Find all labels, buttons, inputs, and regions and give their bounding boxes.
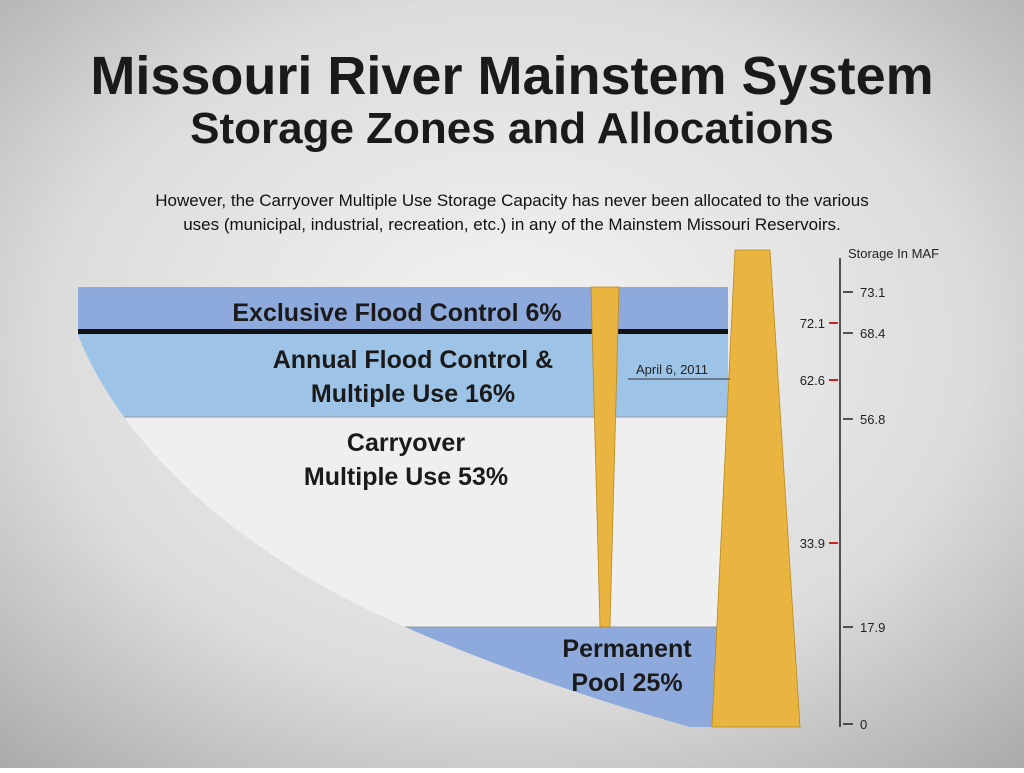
date-label: April 6, 2011 (636, 362, 708, 377)
scale-tick-label: 17.9 (860, 620, 885, 635)
scale-title: Storage In MAF (848, 246, 939, 261)
divider (78, 329, 728, 334)
scale-tick-label: 68.4 (860, 326, 885, 341)
note-line: uses (municipal, industrial, recreation,… (183, 215, 841, 234)
level-label: 62.6 (800, 373, 825, 388)
scale-tick-label: 73.1 (860, 285, 885, 300)
title: Missouri River Mainstem System (90, 46, 933, 106)
zone-label: Carryover (347, 429, 465, 457)
note-line: However, the Carryover Multiple Use Stor… (155, 191, 868, 210)
zone-label: Pool 25% (571, 669, 682, 697)
zone-label: Annual Flood Control & (273, 346, 554, 374)
scale-tick-label: 0 (860, 717, 867, 732)
level-label: 72.1 (800, 316, 825, 331)
level-label: 33.9 (800, 536, 825, 551)
scale-tick-label: 56.8 (860, 412, 885, 427)
current-level-bar (590, 286, 620, 628)
subtitle: Storage Zones and Allocations (190, 104, 834, 153)
zone-label: Permanent (562, 635, 692, 663)
zone-label: Exclusive Flood Control 6% (232, 299, 561, 327)
zone-label: Multiple Use 53% (304, 463, 508, 491)
storage-bar (711, 249, 801, 728)
zone-exclusive (78, 287, 728, 331)
zone-label: Multiple Use 16% (311, 380, 515, 408)
zone-annual (78, 334, 728, 417)
